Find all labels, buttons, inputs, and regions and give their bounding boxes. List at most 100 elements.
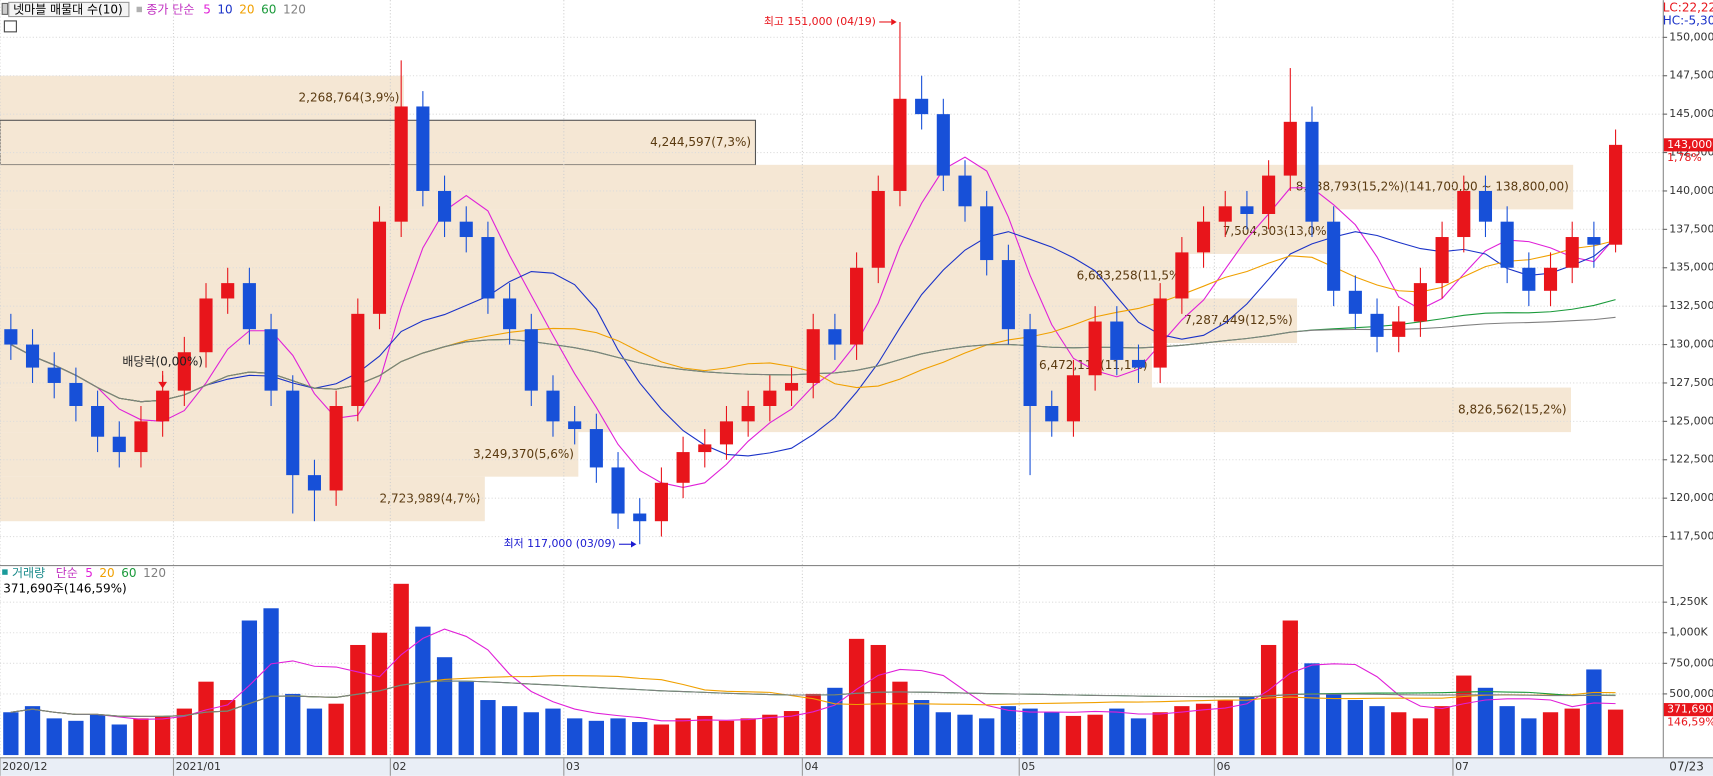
- candle-body: [980, 206, 994, 261]
- change-label: 1,78%: [1667, 151, 1702, 164]
- candle-body: [1066, 375, 1080, 422]
- y-tick-label: 750,000: [1669, 656, 1713, 669]
- volume-bar: [1607, 709, 1624, 756]
- y-tick-label: 500,000: [1669, 687, 1713, 700]
- volume-bar: [740, 718, 756, 756]
- x-tick-label: 03: [566, 760, 580, 773]
- volume-bar: [1260, 644, 1277, 756]
- volume-profile-bar: [0, 298, 1298, 344]
- candle-body: [698, 444, 712, 453]
- candle-body: [329, 405, 343, 491]
- volume-profile-bar: [0, 476, 485, 522]
- candle-body: [1153, 298, 1167, 368]
- candle-body: [1457, 190, 1471, 238]
- y-tick-label: 1,000K: [1669, 626, 1708, 639]
- volume-bar: [1586, 669, 1602, 756]
- ma-legend: 60: [121, 566, 136, 580]
- ma-legend: 10: [217, 3, 232, 17]
- candle-body: [633, 513, 647, 522]
- y-tick-label: 127,500: [1669, 376, 1713, 389]
- candle-body: [958, 175, 972, 207]
- candle-body: [1175, 252, 1189, 299]
- volume-bar: [1195, 703, 1212, 756]
- y-tick-label: 132,500: [1669, 299, 1713, 312]
- ratio-label: 146,59%: [1667, 716, 1713, 729]
- candle-body: [69, 382, 83, 406]
- candle-body: [438, 190, 452, 222]
- icon: [136, 6, 143, 13]
- annotation-arrowhead: [158, 381, 168, 389]
- volume-bar: [306, 708, 323, 756]
- candle-body: [199, 298, 213, 353]
- ma-legend: 120: [143, 566, 166, 580]
- candle-body: [1001, 260, 1015, 330]
- candle-body: [459, 221, 473, 238]
- volume-bar: [545, 708, 561, 756]
- volume-bar: [285, 693, 301, 756]
- candle-body: [828, 329, 842, 345]
- candle-body: [1543, 267, 1558, 291]
- title: 넷마블 매물대 수(10): [13, 3, 123, 17]
- candle-body: [503, 298, 517, 330]
- x-tick-label: 04: [805, 760, 819, 773]
- x-tick-label: 2021/01: [176, 760, 221, 773]
- candle-body: [1609, 144, 1623, 245]
- volume-bar: [1499, 706, 1515, 756]
- candle-body: [1478, 190, 1493, 222]
- volume-bar: [1174, 706, 1190, 756]
- y-tick-label: 137,500: [1669, 222, 1713, 235]
- y-tick-label: 150,000: [1669, 30, 1713, 43]
- volume-bar: [1477, 687, 1494, 756]
- candle-body: [568, 421, 582, 430]
- x-tick-label: 02: [393, 760, 407, 773]
- volume-bar: [805, 693, 821, 756]
- ma-legend: 60: [261, 3, 276, 17]
- volume-bar: [3, 712, 19, 756]
- volume-moving-average: [10, 680, 1616, 717]
- candle-body: [372, 221, 387, 314]
- y-tick-label: 120,000: [1669, 491, 1713, 504]
- candle-body: [1131, 359, 1146, 368]
- lc-label: LC:22,22: [1663, 0, 1713, 14]
- volume-bar: [1130, 718, 1147, 756]
- candle-body: [546, 390, 560, 422]
- candle-body: [112, 436, 126, 453]
- candle-body: [589, 429, 603, 468]
- volume-bar: [935, 712, 951, 756]
- volume-profile-label: 2,268,764(3,9%): [299, 91, 400, 105]
- candle-body: [47, 367, 61, 383]
- candle-body: [806, 329, 820, 383]
- candle-body: [1283, 121, 1297, 176]
- volume-title: 거래량: [12, 566, 45, 580]
- volume-bar: [24, 706, 41, 756]
- y-tick-label: 135,000: [1669, 261, 1713, 274]
- candle-body: [524, 329, 538, 391]
- candle-body: [1435, 237, 1449, 284]
- volume-bar: [176, 708, 192, 756]
- y-tick-label: 117,500: [1669, 530, 1713, 543]
- candle-body: [1262, 175, 1276, 214]
- volume-bar: [480, 700, 496, 756]
- candle-body: [611, 467, 625, 514]
- volume-profile-bar: [0, 343, 1152, 388]
- volume-profile-label: 7,504,303(13,0%): [1223, 224, 1332, 238]
- volume-label: 371,690: [1667, 703, 1712, 716]
- candle-body: [1110, 321, 1124, 360]
- volume-profile-bar: [0, 253, 1190, 299]
- price-box: [1663, 138, 1713, 152]
- moving-average: [10, 231, 1616, 457]
- hc-label: HC:-5,30: [1663, 13, 1713, 27]
- candle-body: [394, 106, 408, 222]
- candle-body: [25, 344, 40, 368]
- volume-bar: [436, 657, 453, 756]
- annotation-arrowhead: [891, 18, 897, 26]
- volume-profile-bar: [0, 209, 1336, 254]
- volume-bar: [870, 644, 886, 756]
- candle-body: [1587, 237, 1601, 245]
- volume-bar: [89, 714, 106, 756]
- ma-legend: 20: [99, 566, 114, 580]
- volume-bar: [1152, 712, 1168, 756]
- volume-bar: [1347, 700, 1363, 756]
- icon: [2, 569, 8, 575]
- candle-body: [676, 452, 690, 483]
